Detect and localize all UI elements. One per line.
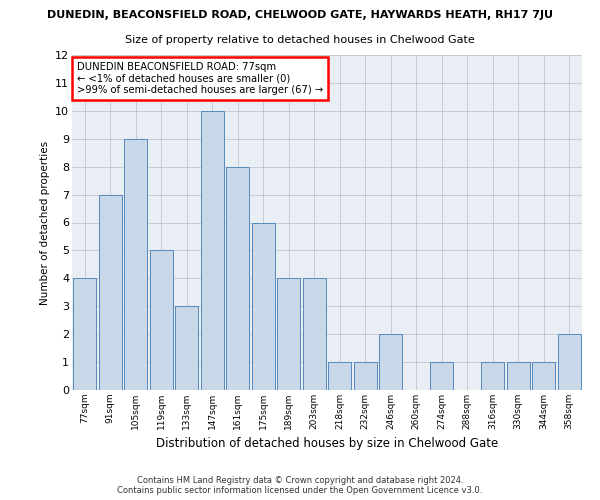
Text: DUNEDIN, BEACONSFIELD ROAD, CHELWOOD GATE, HAYWARDS HEATH, RH17 7JU: DUNEDIN, BEACONSFIELD ROAD, CHELWOOD GAT… <box>47 10 553 20</box>
Bar <box>430 362 454 390</box>
Bar <box>353 362 377 390</box>
Bar <box>532 362 556 390</box>
Bar <box>73 278 97 390</box>
Bar <box>98 194 122 390</box>
Bar <box>277 278 301 390</box>
Bar <box>557 334 581 390</box>
Bar <box>328 362 352 390</box>
Text: DUNEDIN BEACONSFIELD ROAD: 77sqm
← <1% of detached houses are smaller (0)
>99% o: DUNEDIN BEACONSFIELD ROAD: 77sqm ← <1% o… <box>77 62 323 95</box>
Bar <box>200 111 224 390</box>
Text: Size of property relative to detached houses in Chelwood Gate: Size of property relative to detached ho… <box>125 35 475 45</box>
Y-axis label: Number of detached properties: Number of detached properties <box>40 140 50 304</box>
Text: Contains HM Land Registry data © Crown copyright and database right 2024.
Contai: Contains HM Land Registry data © Crown c… <box>118 476 482 495</box>
Bar <box>149 250 173 390</box>
Bar <box>251 222 275 390</box>
Bar <box>226 166 250 390</box>
Bar <box>302 278 326 390</box>
X-axis label: Distribution of detached houses by size in Chelwood Gate: Distribution of detached houses by size … <box>156 438 498 450</box>
Bar <box>124 139 148 390</box>
Bar <box>481 362 505 390</box>
Bar <box>175 306 199 390</box>
Bar <box>379 334 403 390</box>
Bar <box>506 362 530 390</box>
